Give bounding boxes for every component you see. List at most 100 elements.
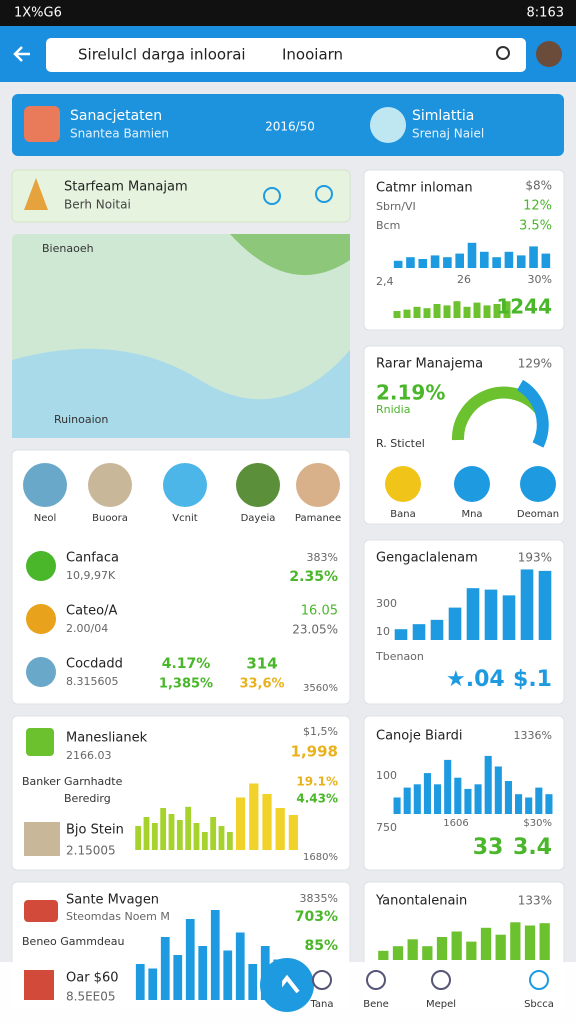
- bar: [288, 815, 299, 850]
- label: 26: [457, 273, 471, 286]
- card-a: [363, 169, 565, 331]
- icon[interactable]: [88, 463, 132, 507]
- label: 1X%G6: [14, 6, 62, 21]
- bar: [484, 589, 498, 640]
- icon[interactable]: [296, 463, 340, 507]
- bar: [393, 797, 401, 814]
- label[interactable]: Mepel: [426, 999, 456, 1010]
- bar: [423, 773, 431, 814]
- bar: [413, 306, 421, 318]
- icon[interactable]: [454, 466, 490, 502]
- bar: [403, 787, 411, 814]
- search-icon[interactable]: [496, 46, 510, 60]
- bar: [394, 629, 408, 640]
- label[interactable]: Bene: [363, 999, 389, 1010]
- label: 100: [376, 769, 397, 782]
- label: Dayeia: [241, 513, 276, 524]
- label: Maneslianek: [66, 731, 148, 746]
- list-icon: [26, 551, 56, 581]
- label[interactable]: Sbcca: [524, 999, 554, 1010]
- bar: [525, 797, 533, 814]
- label: 8:163: [527, 6, 564, 21]
- bar: [538, 570, 552, 640]
- bar: [218, 826, 225, 850]
- search-box[interactable]: [46, 38, 526, 72]
- icon[interactable]: [385, 466, 421, 502]
- bar: [160, 808, 167, 850]
- card-c: [363, 539, 565, 705]
- card-icon[interactable]: [263, 187, 281, 205]
- label: 4.17%: [162, 656, 211, 672]
- label: Srenaj Naiel: [412, 127, 484, 141]
- avatar[interactable]: [536, 41, 562, 67]
- label[interactable]: Tana: [309, 999, 333, 1010]
- label: R. Stictel: [376, 437, 425, 450]
- label: Deoman: [517, 509, 559, 520]
- label: 1,385%: [159, 677, 213, 692]
- label: $8%: [525, 179, 552, 193]
- label: Bana: [390, 509, 415, 520]
- bar: [422, 946, 433, 960]
- icon[interactable]: [236, 463, 280, 507]
- label: Sbrn/VI: [376, 200, 416, 213]
- label: Cocdadd: [66, 657, 123, 672]
- label: 4.43%: [296, 792, 338, 806]
- label: Catmr inloman: [376, 181, 473, 196]
- card-icon[interactable]: [315, 185, 333, 203]
- bar: [168, 814, 175, 850]
- label: 3835%: [300, 892, 338, 905]
- list-icon: [26, 657, 56, 687]
- icon[interactable]: [163, 463, 207, 507]
- bar: [464, 788, 472, 814]
- label: 3560%: [303, 683, 338, 694]
- label: Berh Noitai: [64, 198, 131, 212]
- label: ★.04: [446, 667, 505, 692]
- label: Rarar Manajema: [376, 357, 483, 372]
- bar: [541, 253, 551, 268]
- label: Yanontalenain: [375, 894, 467, 909]
- label: 750: [376, 821, 397, 834]
- bar: [423, 308, 431, 318]
- icon[interactable]: [23, 463, 67, 507]
- map-park: [230, 234, 350, 276]
- bar: [463, 306, 471, 318]
- label: 30%: [528, 273, 552, 286]
- icon[interactable]: [520, 466, 556, 502]
- label: 19.1%: [296, 775, 338, 789]
- nav-icon[interactable]: [431, 970, 451, 990]
- manager-card[interactable]: [11, 169, 351, 223]
- bar: [430, 255, 440, 268]
- label[interactable]: Inooiarn: [282, 46, 343, 64]
- nav-icon[interactable]: [529, 970, 549, 990]
- bar: [484, 755, 492, 814]
- bar: [407, 939, 418, 960]
- back-button[interactable]: [13, 46, 30, 62]
- label[interactable]: Sirelulcl darga inloorai: [78, 46, 246, 64]
- label: 300: [376, 597, 397, 610]
- label: 314: [246, 655, 277, 673]
- label: 1244: [496, 295, 552, 319]
- bar: [495, 934, 506, 960]
- bar: [510, 922, 521, 960]
- bar: [160, 937, 170, 1000]
- bar: [529, 246, 538, 268]
- bar: [480, 927, 492, 960]
- nav-icon[interactable]: [366, 970, 386, 990]
- bar: [143, 817, 150, 850]
- label: 193%: [518, 551, 552, 565]
- nav-icon[interactable]: [312, 970, 332, 990]
- bar: [210, 817, 217, 850]
- bar: [493, 304, 501, 318]
- bar: [235, 797, 246, 850]
- label: 12%: [523, 199, 552, 214]
- bar: [260, 946, 270, 1000]
- bar: [418, 259, 428, 268]
- bar: [273, 959, 283, 1000]
- label: Canoje Biardi: [376, 729, 462, 744]
- label: 1,998: [291, 743, 338, 761]
- bar: [210, 910, 220, 1000]
- bar: [135, 964, 145, 1000]
- bar: [480, 251, 489, 268]
- label: Beneo Gammdeau: [22, 935, 124, 948]
- bar: [433, 304, 441, 318]
